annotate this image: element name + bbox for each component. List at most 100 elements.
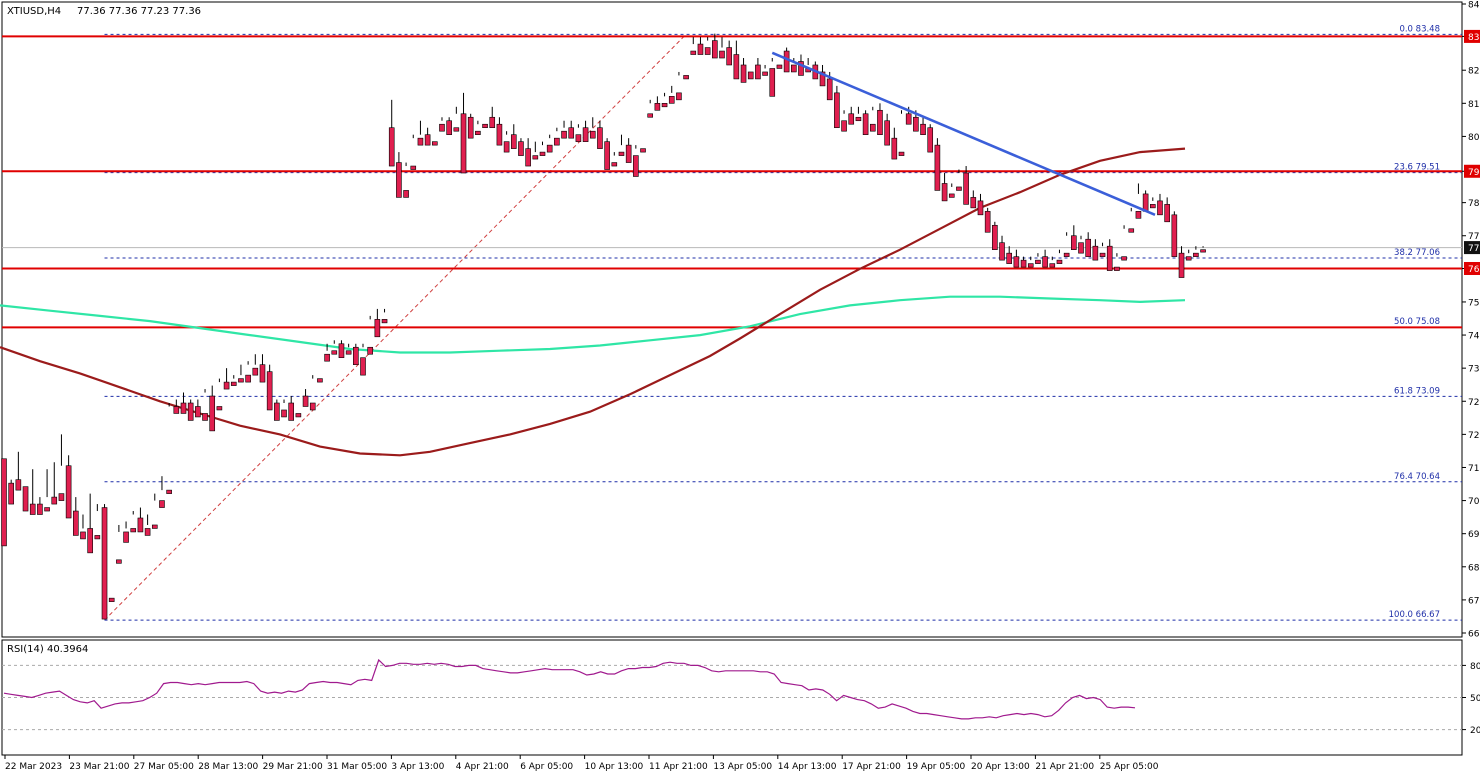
candle-body-124 xyxy=(891,137,898,160)
candle-100 xyxy=(719,37,725,59)
candle-77 xyxy=(554,127,560,146)
candle-140 xyxy=(1006,246,1013,264)
candle-body-74 xyxy=(532,155,539,160)
trendline xyxy=(771,51,1156,217)
candle-body-87 xyxy=(625,144,632,163)
candle-body-79 xyxy=(568,127,575,139)
rsi-line xyxy=(3,658,1136,720)
chart-border xyxy=(1,1,1463,638)
candle-29 xyxy=(209,385,216,432)
candle-9 xyxy=(65,455,72,519)
candle-body-18 xyxy=(130,528,137,533)
candle-body-5 xyxy=(37,503,43,515)
candle-74 xyxy=(532,141,539,160)
candle-52 xyxy=(374,308,381,338)
candle-body-31 xyxy=(223,381,230,390)
candle-81 xyxy=(582,120,589,142)
candle-body-129 xyxy=(927,127,934,153)
trend-line xyxy=(771,51,1156,217)
candle-body-65 xyxy=(467,116,474,139)
candle-body-25 xyxy=(180,402,187,414)
candle-8 xyxy=(58,434,65,501)
time-tick-15: 20 Apr 13:00 xyxy=(971,762,1030,772)
candle-157 xyxy=(1128,207,1135,233)
candle-41 xyxy=(295,413,302,418)
candle-142 xyxy=(1020,256,1027,268)
candle-body-114 xyxy=(819,71,826,87)
candle-body-52 xyxy=(374,319,381,338)
fib-label-5: 76.4 70.64 xyxy=(1394,472,1440,482)
candle-141 xyxy=(1013,249,1020,268)
time-tick-17: 25 Apr 05:00 xyxy=(1100,762,1159,772)
candle-156 xyxy=(1121,225,1127,261)
fib-label-0: 0.0 83.48 xyxy=(1399,24,1440,34)
time-tick-9: 10 Apr 13:00 xyxy=(585,762,644,772)
candle-158 xyxy=(1135,183,1142,219)
candle-4 xyxy=(29,469,36,515)
price-tick-12: 72.95 xyxy=(1468,398,1480,408)
candle-25 xyxy=(180,392,187,414)
candle-body-115 xyxy=(826,78,833,101)
candle-body-116 xyxy=(834,92,840,129)
candle-body-154 xyxy=(1106,245,1113,271)
candle-body-144 xyxy=(1035,259,1041,264)
time-tick-11: 13 Apr 05:00 xyxy=(713,762,772,772)
candle-150 xyxy=(1078,235,1084,254)
price-tick-18: 67.25 xyxy=(1468,596,1480,606)
candle-body-94 xyxy=(676,92,682,101)
candle-body-152 xyxy=(1092,245,1099,261)
time-tick-6: 3 Apr 13:00 xyxy=(391,762,444,772)
candle-88 xyxy=(633,145,639,177)
candle-body-13 xyxy=(94,535,101,540)
candle-132 xyxy=(948,183,955,198)
candle-90 xyxy=(647,99,654,118)
candle-body-38 xyxy=(274,402,280,421)
candle-45 xyxy=(324,343,330,362)
price-tick-7: 77.70 xyxy=(1468,232,1480,242)
candle-body-128 xyxy=(920,123,926,135)
candle-body-93 xyxy=(668,96,675,104)
candle-body-126 xyxy=(905,113,912,125)
candle-body-29 xyxy=(209,395,216,432)
candle-38 xyxy=(274,399,280,421)
candle-129 xyxy=(927,124,934,153)
candle-105 xyxy=(755,58,761,80)
candle-65 xyxy=(467,113,474,139)
candle-164 xyxy=(1178,246,1185,278)
candle-body-164 xyxy=(1178,252,1185,278)
price-tick-3: 81.50 xyxy=(1468,100,1480,110)
time-axis: 22 Mar 2023 23 Mar 21:00 27 Mar 05:00 28 Ma… xyxy=(4,755,1159,772)
price-tick-19: 66.30 xyxy=(1468,630,1480,640)
candle-166 xyxy=(1193,246,1199,257)
fib-label-3: 50.0 75.08 xyxy=(1394,317,1440,327)
candle-body-54 xyxy=(388,127,395,167)
candle-57 xyxy=(410,134,417,170)
candle-73 xyxy=(525,138,531,167)
candle-body-131 xyxy=(941,183,948,202)
candle-14 xyxy=(101,504,108,620)
candle-71 xyxy=(510,124,517,149)
candle-body-97 xyxy=(697,43,704,55)
time-tick-4: 29 Mar 21:00 xyxy=(263,762,323,772)
price-tick-1: 83.42 xyxy=(1468,33,1480,43)
candle-body-122 xyxy=(877,109,883,135)
candle-143 xyxy=(1027,256,1034,268)
price-tick-8: 76.76 xyxy=(1468,265,1480,275)
candle-107 xyxy=(769,58,776,97)
candle-16 xyxy=(116,524,122,564)
price-tick-16: 69.15 xyxy=(1468,530,1480,540)
candle-139 xyxy=(999,235,1005,261)
candle-body-40 xyxy=(288,402,295,421)
candle-body-75 xyxy=(539,151,546,156)
ma-fast-line xyxy=(0,295,1186,354)
candle-body-165 xyxy=(1185,256,1192,261)
candle-body-103 xyxy=(740,64,747,83)
candle-body-57 xyxy=(410,165,417,170)
candle-160 xyxy=(1150,197,1156,209)
candle-76 xyxy=(546,134,553,153)
candle-13 xyxy=(94,504,101,540)
candle-body-166 xyxy=(1193,252,1199,257)
candle-146 xyxy=(1049,256,1056,268)
candle-39 xyxy=(281,399,287,418)
candle-body-68 xyxy=(489,116,496,129)
